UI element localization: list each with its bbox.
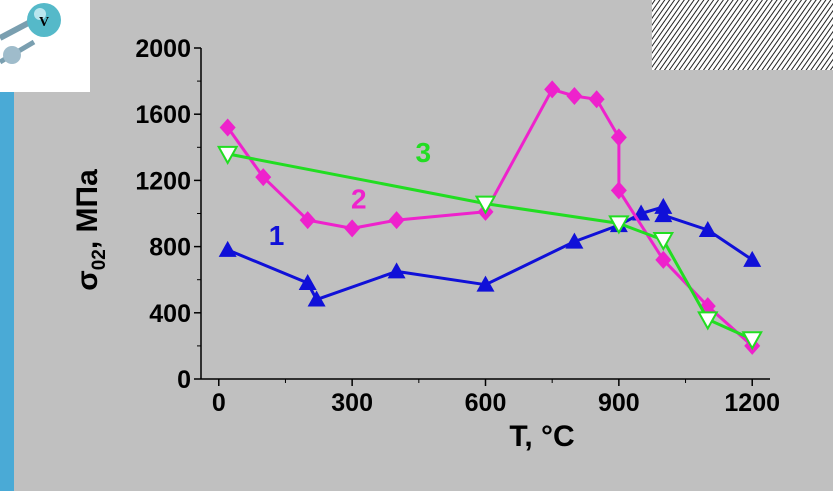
crystal-lattice-texture-image <box>652 0 833 70</box>
atom-symbol-label: V <box>39 15 49 30</box>
series-2-point <box>610 128 627 147</box>
y-tick-label: 1200 <box>135 167 191 195</box>
series-1-point <box>654 197 673 214</box>
series-1-point <box>387 262 406 279</box>
x-tick-label: 1200 <box>724 389 780 417</box>
series-2-point <box>219 118 236 137</box>
series-1-label: 1 <box>269 220 285 251</box>
series-2-point <box>344 219 361 238</box>
y-axis-title-main: σ <box>71 270 104 291</box>
x-tick-label: 600 <box>465 389 507 417</box>
series-3-line <box>227 152 753 341</box>
y-axis-title: σ02, МПа <box>71 169 110 291</box>
series-2-point <box>255 168 272 187</box>
y-axis-title-suffix: , МПа <box>71 169 104 249</box>
left-accent-band <box>0 92 14 491</box>
x-tick-label: 300 <box>331 389 373 417</box>
series-1-point <box>298 274 317 291</box>
series-2-point <box>388 211 405 230</box>
series-2-label: 2 <box>351 184 367 215</box>
y-tick-label: 1600 <box>135 101 191 129</box>
series-1-point <box>565 232 584 249</box>
series-2-point <box>299 211 316 230</box>
vanadium-atom-model-icon: V <box>0 0 90 92</box>
series-1-point <box>654 206 673 223</box>
y-tick-label: 0 <box>177 366 191 394</box>
series-3-point <box>652 231 675 252</box>
series-1-point <box>218 240 237 257</box>
y-tick-label: 800 <box>149 234 191 262</box>
series-1-point <box>698 221 717 238</box>
y-tick-label: 400 <box>149 300 191 328</box>
y-axis-title-subscript: 02 <box>89 249 110 270</box>
series-3-label: 3 <box>415 137 431 168</box>
series-2-point <box>610 181 627 200</box>
series-1-point <box>743 250 762 267</box>
series-3-point <box>741 331 763 351</box>
series-2-point <box>544 80 561 99</box>
series-2-point <box>655 250 672 269</box>
plot-area: 0 400 800 1200 1600 2000 0 300 600 900 1200 1 2 3 <box>135 35 780 417</box>
x-tick-label: 900 <box>598 389 640 417</box>
series-1-point <box>307 290 326 307</box>
series-1-point <box>476 275 495 292</box>
x-axis-title: T, °C <box>509 420 574 453</box>
series-2-line <box>226 87 754 348</box>
series-3-point <box>216 145 239 165</box>
series-3-point <box>608 215 630 235</box>
series-2-point <box>566 86 583 105</box>
series-2-point <box>588 90 605 109</box>
series-3-point <box>474 195 497 215</box>
series-3-point <box>697 311 719 331</box>
y-tick-label: 2000 <box>135 35 191 63</box>
x-tick-label: 0 <box>212 389 226 417</box>
